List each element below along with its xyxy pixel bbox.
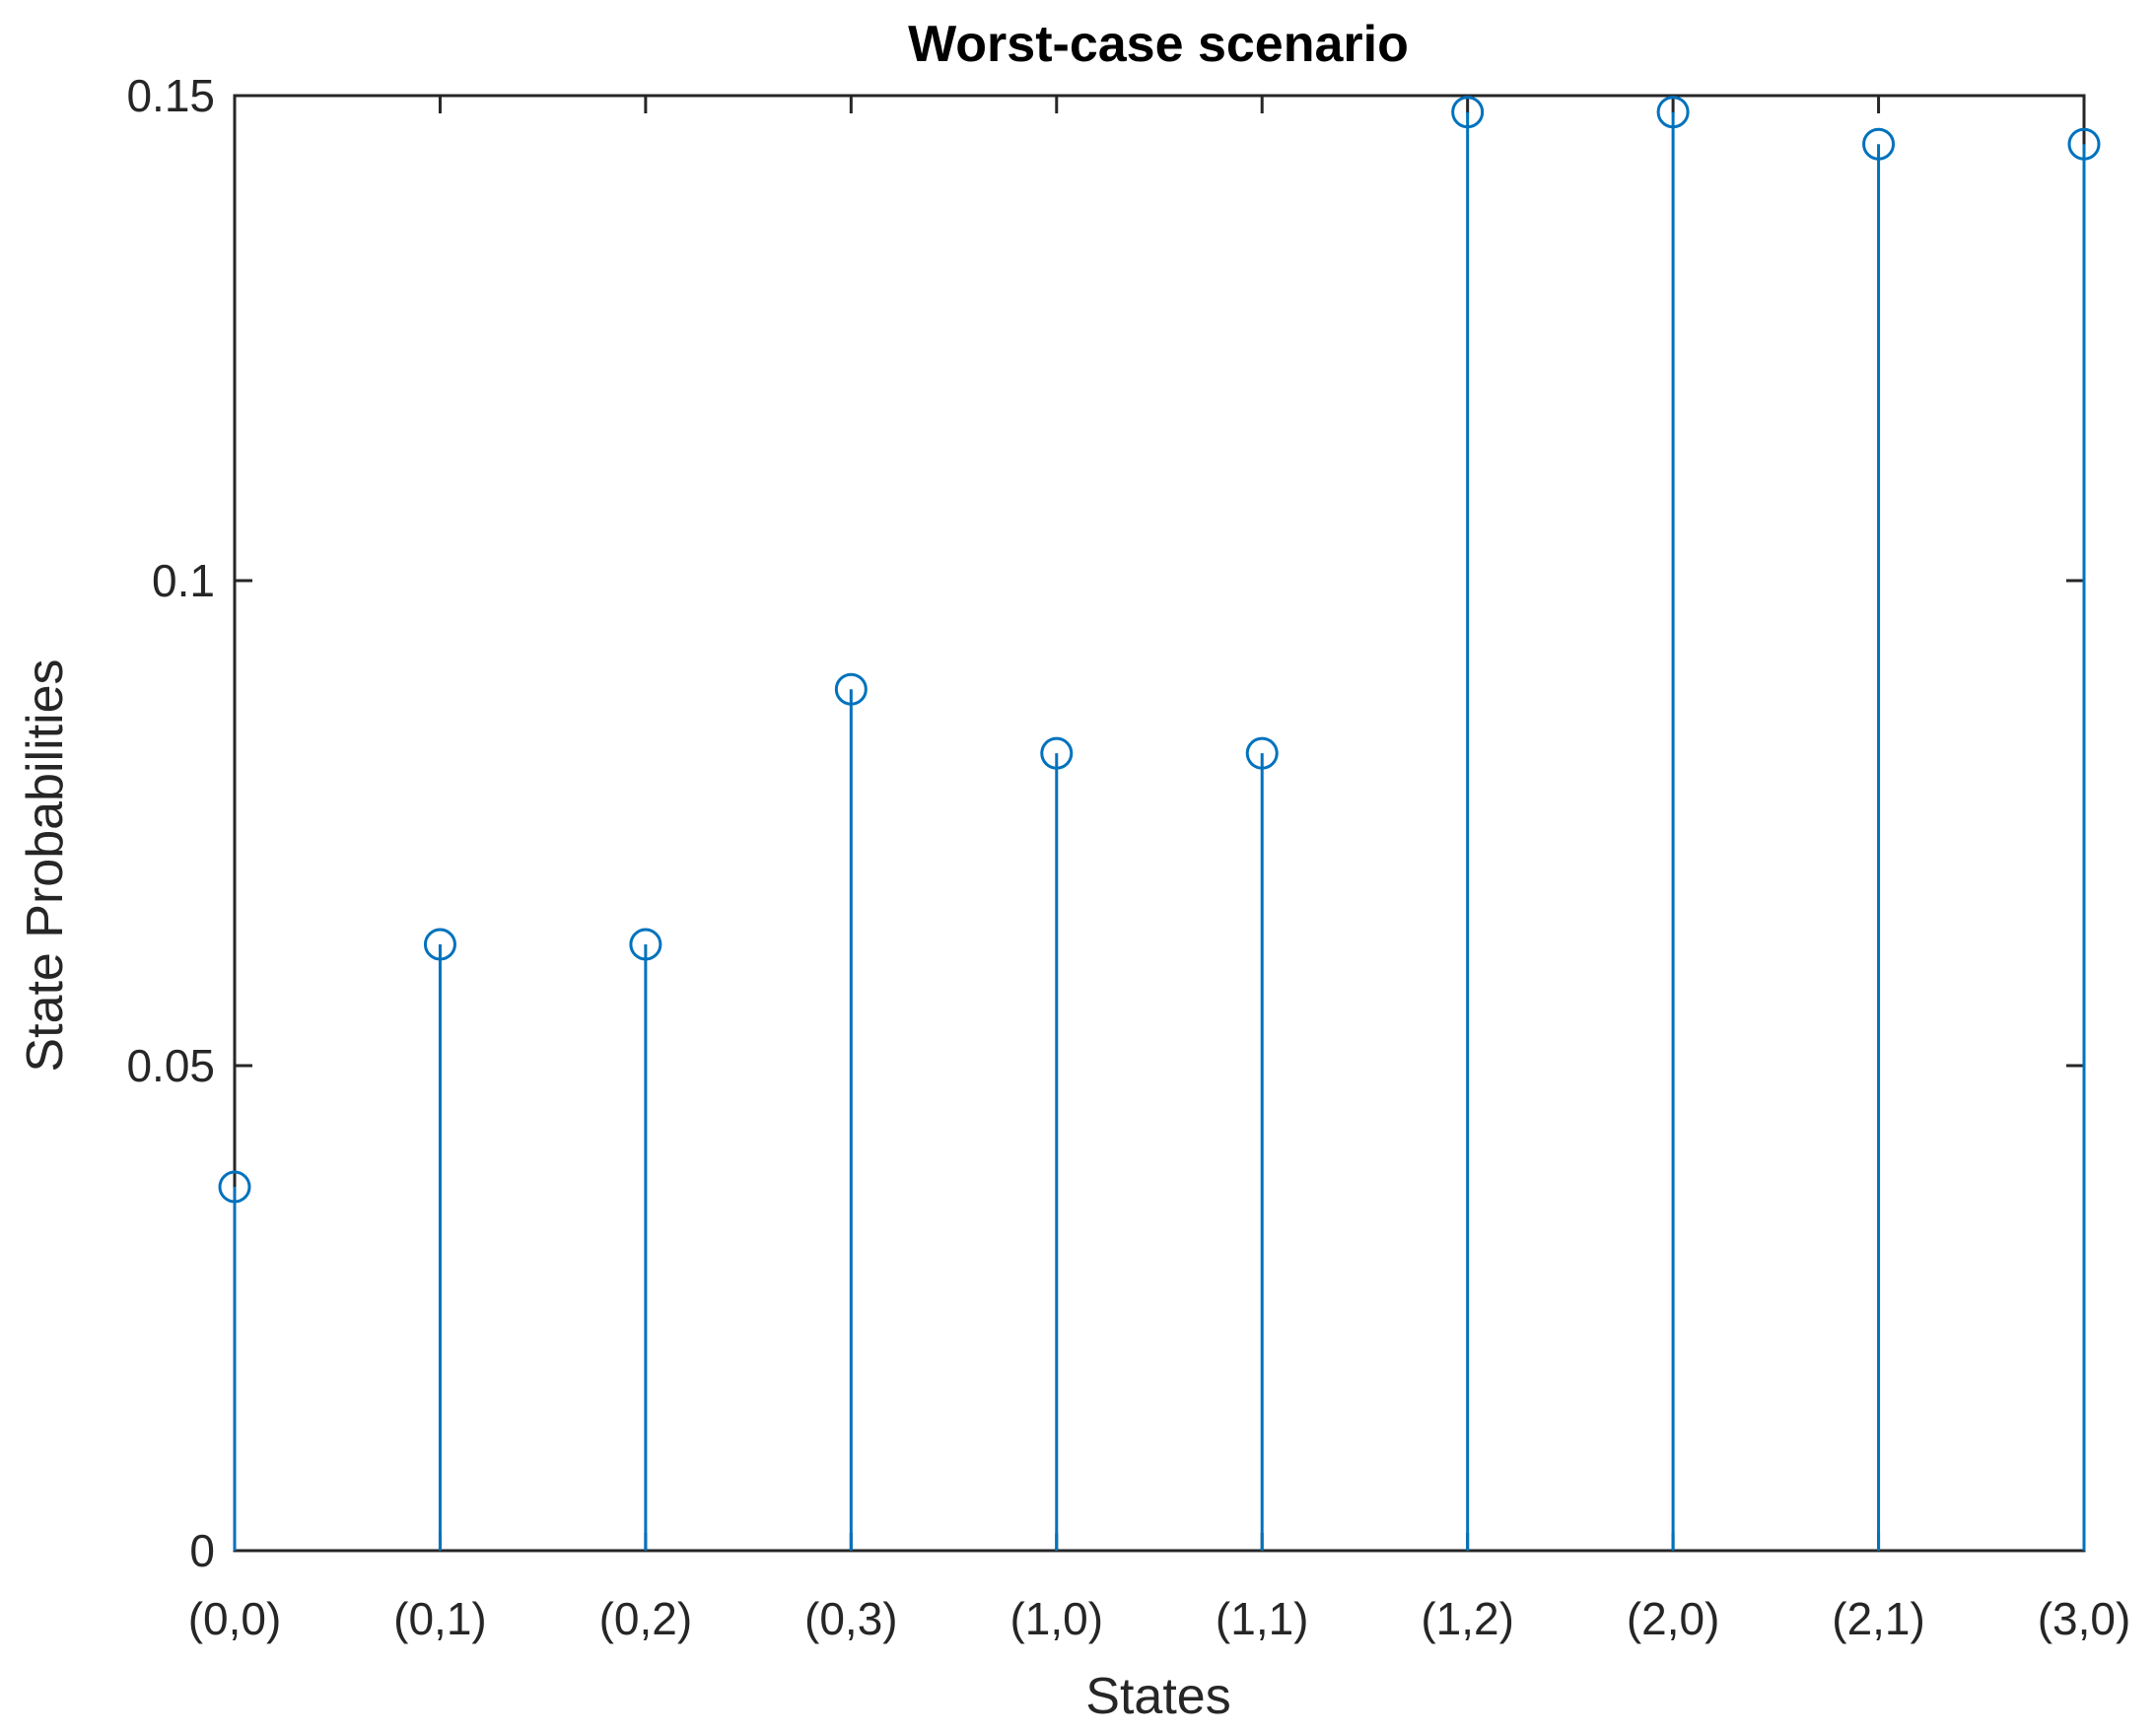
x-tick-label: (2,1) (1832, 1593, 1925, 1644)
x-axis-label: States (1085, 1668, 1230, 1725)
x-tick-label: (0,1) (393, 1593, 487, 1644)
stem-series (218, 96, 2101, 1551)
x-tick-label: (1,0) (1009, 1593, 1103, 1644)
stem-marker (1040, 736, 1074, 770)
x-tick-label: (0,0) (188, 1593, 282, 1644)
y-tick-label: 0.15 (126, 70, 215, 121)
x-tick-label: (0,3) (804, 1593, 898, 1644)
y-tick-label: 0.05 (126, 1040, 215, 1091)
chart-title: Worst-case scenario (908, 16, 1409, 73)
stem-marker (834, 672, 868, 706)
axis-ticks: 0 0.05 0.1 0.15 (0,0) (0,1) (0,2) (0,3) (1,0) (1,… (126, 70, 2130, 1644)
stem-marker (1656, 96, 1690, 129)
stem-marker (1862, 127, 1896, 161)
y-tick-label: 0.1 (152, 555, 215, 606)
x-tick-label: (0,2) (599, 1593, 693, 1644)
stem-marker (629, 928, 662, 961)
plot-area-frame (233, 94, 2086, 1553)
x-tick-label: (3,0) (2038, 1593, 2131, 1644)
stem-marker (1245, 736, 1279, 770)
y-axis-label: State Probabilities (17, 659, 74, 1072)
stem-marker (2067, 127, 2101, 161)
stem-marker (1451, 96, 1485, 129)
y-tick-label: 0 (189, 1525, 215, 1576)
x-tick-label: (1,2) (1421, 1593, 1514, 1644)
x-tick-label: (2,0) (1627, 1593, 1720, 1644)
x-tick-label: (1,1) (1216, 1593, 1309, 1644)
stem-marker (423, 928, 456, 961)
stem-marker (218, 1170, 251, 1204)
